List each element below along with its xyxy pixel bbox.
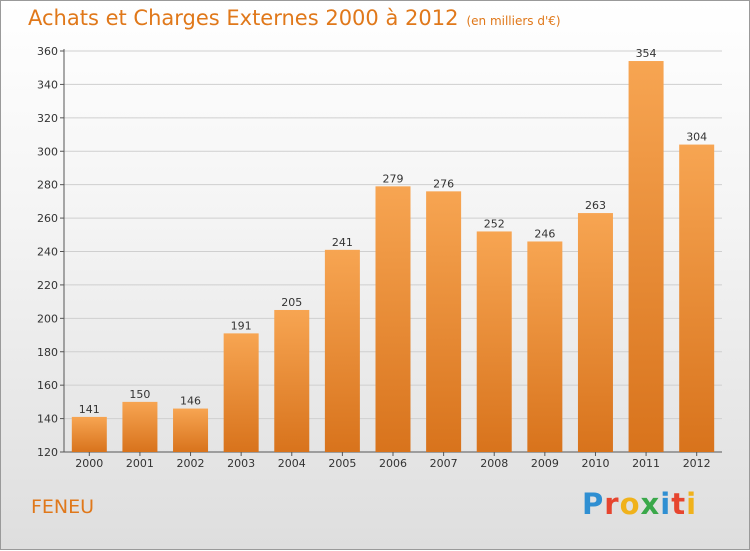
data-label: 150 [129,388,150,401]
x-tick-label: 2002 [177,457,205,470]
x-tick-label: 2012 [683,457,711,470]
data-label: 241 [332,236,353,249]
bar [122,401,158,452]
proxiti-logo: Proxiti [582,487,698,521]
x-tick-label: 2010 [581,457,609,470]
y-tick-label: 200 [37,312,58,325]
data-label: 205 [281,296,302,309]
data-label: 141 [79,403,100,416]
x-tick-label: 2001 [126,457,154,470]
x-tick-label: 2004 [278,457,306,470]
y-tick-label: 320 [37,112,58,125]
x-tick-label: 2005 [328,457,356,470]
bar [527,241,563,452]
chart-title: Achats et Charges Externes 2000 à 2012 (e… [28,6,561,30]
bar [71,416,107,452]
bar [476,231,512,452]
bar [679,144,715,453]
bar [223,333,259,452]
x-tick-label: 2009 [531,457,559,470]
y-tick-label: 300 [37,145,58,158]
bar [577,213,613,452]
y-tick-label: 280 [37,179,58,192]
y-tick-label: 140 [37,413,58,426]
y-tick-label: 240 [37,246,58,259]
x-tick-label: 2000 [75,457,103,470]
x-tick-label: 2007 [430,457,458,470]
bar [628,61,664,453]
y-tick-label: 360 [37,45,58,58]
y-tick-label: 340 [37,78,58,91]
bar [173,408,209,452]
data-label: 246 [534,227,555,240]
bar [274,309,310,452]
data-label: 252 [484,217,505,230]
y-tick-label: 220 [37,279,58,292]
data-label: 304 [686,131,707,144]
x-tick-label: 2008 [480,457,508,470]
y-tick-label: 180 [37,346,58,359]
x-tick-label: 2003 [227,457,255,470]
data-label: 276 [433,177,454,190]
bar [426,191,462,452]
data-label: 279 [383,172,404,185]
y-tick-label: 160 [37,379,58,392]
data-label: 354 [636,47,657,60]
bar [324,249,360,452]
data-label: 191 [231,319,252,332]
y-tick-label: 120 [37,446,58,459]
x-tick-label: 2006 [379,457,407,470]
commune-name: FENEU [31,496,95,518]
y-tick-label: 260 [37,212,58,225]
data-label: 263 [585,199,606,212]
chart-subtitle: (en milliers d'€) [466,14,561,28]
data-label: 146 [180,395,201,408]
x-tick-label: 2011 [632,457,660,470]
bar [375,186,411,452]
